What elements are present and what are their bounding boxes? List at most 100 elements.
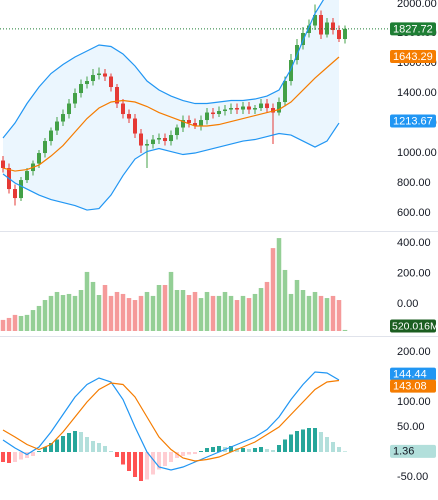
candle-body [121, 103, 125, 115]
volume-bar [36, 305, 42, 331]
candle-body [163, 138, 167, 142]
candle-body [13, 189, 17, 199]
candle-body [55, 121, 59, 131]
volume-bar [276, 238, 282, 331]
histogram-bar [97, 443, 101, 452]
histogram-bar [19, 452, 23, 460]
volume-badge [390, 319, 436, 333]
pane-plot [1, 0, 347, 211]
histogram-bar [283, 439, 287, 452]
volume-bar [114, 291, 120, 331]
histogram-bar [295, 431, 299, 452]
histogram-bar [103, 446, 107, 452]
histogram-bar [13, 452, 17, 462]
histogram-bar [289, 434, 293, 452]
pane-plot [0, 238, 348, 331]
y-tick-label: 100.00 [397, 396, 431, 408]
histogram-bar [217, 446, 221, 452]
candle-body [205, 112, 209, 121]
candle-body [211, 112, 215, 115]
histogram-bar [73, 431, 77, 452]
histogram-bar [229, 446, 233, 452]
candle-body [253, 108, 257, 110]
histogram-bar [109, 451, 113, 452]
candle-body [223, 109, 227, 112]
volume-bar [138, 295, 144, 331]
price-badge [390, 114, 436, 128]
candle-body [235, 108, 239, 110]
volume-bar [288, 293, 294, 331]
candle-body [175, 127, 179, 136]
histogram-bar [43, 447, 47, 452]
candle-body [271, 108, 275, 113]
indicator-line [2, 0, 325, 139]
volume-bar [108, 295, 114, 331]
candle-body [1, 160, 5, 169]
candle-body [247, 106, 251, 110]
candle-body [199, 120, 203, 127]
volume-bar [210, 295, 216, 331]
volume-bar [6, 317, 12, 331]
histogram-bar [271, 450, 275, 452]
histogram-bar [319, 432, 323, 452]
histogram-bar [151, 452, 155, 475]
volume-bar [126, 298, 132, 331]
volume-bar [48, 295, 54, 331]
histogram-bar [79, 432, 83, 452]
y-tick-label: 50.00 [397, 421, 425, 433]
candle-body [265, 103, 269, 109]
histogram-bar [247, 449, 251, 452]
histogram-bar [1, 452, 5, 462]
histogram-bar [115, 452, 119, 457]
y-tick-label: 600.00 [397, 207, 431, 219]
y-tick-label: 0.00 [397, 298, 418, 310]
volume-bar [282, 269, 288, 331]
candle-body [217, 111, 221, 115]
histogram-bar [331, 442, 335, 452]
volume-bar [222, 291, 228, 331]
indicator-line [2, 371, 340, 471]
band-fill [3, 0, 339, 211]
candle-body [157, 138, 161, 140]
volume-bar [318, 295, 324, 331]
histogram-bar [337, 447, 341, 452]
y-tick-label: 1400.00 [397, 87, 437, 99]
histogram-bar [175, 452, 179, 458]
volume-bar [198, 298, 204, 331]
volume-bar [78, 290, 84, 331]
volume-bar [306, 295, 312, 331]
y-tick-label: 800.00 [397, 177, 431, 189]
price-badge-label: 143.08 [393, 381, 427, 393]
volume-bar [312, 291, 318, 331]
y-tick-label: -50.00 [397, 471, 428, 483]
candle-body [145, 144, 149, 146]
price-badge-label: 1213.67 [393, 115, 433, 127]
volume-bar [24, 314, 30, 331]
price-badge-label: 1.36 [393, 446, 414, 458]
volume-bar [120, 293, 126, 331]
candle-body [43, 141, 47, 154]
histogram-bar [259, 447, 263, 452]
histogram-bar [91, 441, 95, 452]
histogram-bar [157, 452, 161, 470]
candle-body [277, 102, 281, 113]
price-badge [390, 50, 436, 64]
candle-body [109, 76, 113, 88]
volume-bar [180, 290, 186, 331]
volume-bar [90, 281, 96, 331]
volume-bar [30, 310, 36, 331]
volume-bar [252, 293, 258, 331]
candle-body [187, 120, 191, 124]
volume-bar [264, 281, 270, 331]
y-tick-label: 200.00 [397, 346, 431, 358]
volume-bar [0, 319, 6, 331]
volume-bar [294, 279, 300, 331]
volume-bar [204, 291, 210, 331]
volume-bar [96, 295, 102, 331]
price-badge-label: 144.44 [393, 369, 427, 381]
volume-bar [270, 248, 276, 331]
candle-body [133, 118, 137, 134]
candle-body [289, 60, 293, 82]
volume-bar [216, 295, 222, 331]
